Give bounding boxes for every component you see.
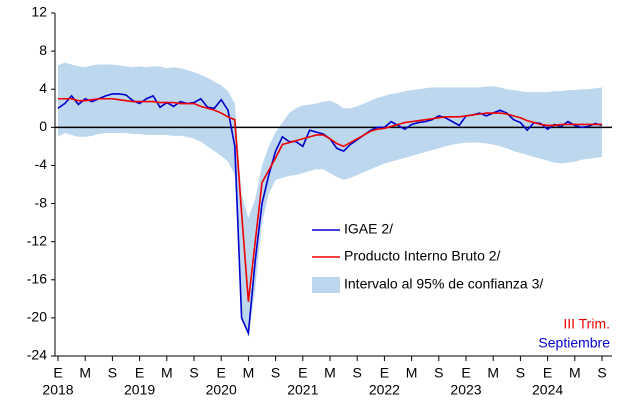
legend-label: IGAE 2/ bbox=[344, 221, 393, 237]
y-tick-label: 0 bbox=[39, 118, 47, 134]
x-tick-label: S bbox=[108, 365, 117, 381]
x-tick-label: E bbox=[298, 365, 307, 381]
y-tick-label: -16 bbox=[27, 270, 47, 286]
legend-label: Intervalo al 95% de confianza 3/ bbox=[344, 276, 543, 292]
legend-swatch bbox=[312, 277, 340, 293]
year-label: 2021 bbox=[287, 382, 318, 398]
confidence-band bbox=[58, 62, 602, 337]
x-tick-label: S bbox=[434, 365, 443, 381]
x-tick-label: M bbox=[569, 365, 581, 381]
x-tick-label: S bbox=[189, 365, 198, 381]
year-label: 2019 bbox=[124, 382, 155, 398]
x-tick-label: S bbox=[271, 365, 280, 381]
x-tick-label: S bbox=[516, 365, 525, 381]
y-tick-label: -24 bbox=[27, 347, 47, 363]
x-tick-label: E bbox=[380, 365, 389, 381]
legend-label: Producto Interno Bruto 2/ bbox=[344, 248, 501, 264]
x-tick-label: E bbox=[461, 365, 470, 381]
year-label: 2024 bbox=[532, 382, 563, 398]
annotation: III Trim. bbox=[563, 316, 610, 332]
series-line bbox=[58, 97, 602, 302]
x-tick-label: M bbox=[79, 365, 91, 381]
x-tick-label: S bbox=[597, 365, 606, 381]
x-tick-label: M bbox=[243, 365, 255, 381]
year-label: 2022 bbox=[369, 382, 400, 398]
x-tick-label: S bbox=[353, 365, 362, 381]
y-tick-label: 8 bbox=[39, 42, 47, 58]
x-tick-label: E bbox=[53, 365, 62, 381]
year-label: 2020 bbox=[206, 382, 237, 398]
y-tick-label: -4 bbox=[35, 156, 48, 172]
y-tick-label: -12 bbox=[27, 232, 47, 248]
x-tick-label: M bbox=[487, 365, 499, 381]
y-tick-label: -20 bbox=[27, 309, 47, 325]
x-tick-label: M bbox=[406, 365, 418, 381]
x-tick-label: E bbox=[543, 365, 552, 381]
x-tick-label: M bbox=[161, 365, 173, 381]
x-tick-label: M bbox=[324, 365, 336, 381]
y-tick-label: 12 bbox=[31, 4, 47, 20]
annotation: Septiembre bbox=[538, 335, 610, 351]
year-label: 2018 bbox=[42, 382, 73, 398]
y-tick-label: 4 bbox=[39, 80, 47, 96]
x-tick-label: E bbox=[217, 365, 226, 381]
x-tick-label: E bbox=[135, 365, 144, 381]
year-label: 2023 bbox=[450, 382, 481, 398]
y-tick-label: -8 bbox=[35, 194, 48, 210]
